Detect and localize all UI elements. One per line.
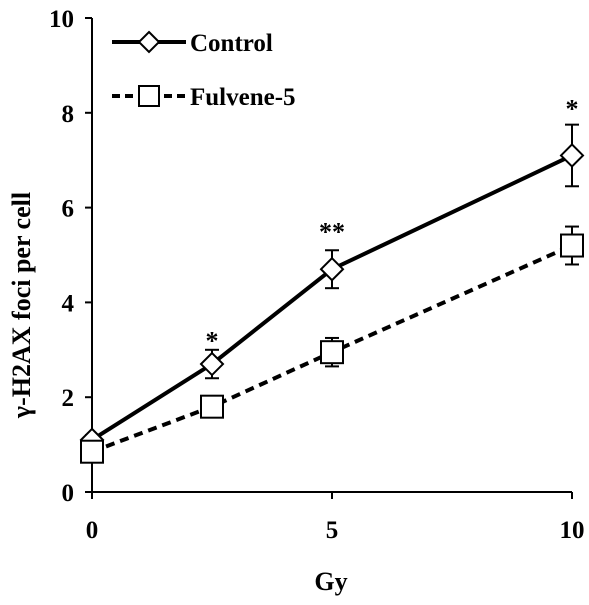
series-line-fulvene-5: [91, 243, 573, 454]
annotation-layer: ****: [206, 94, 579, 355]
data-point-fulvene-5: [560, 233, 584, 258]
legend-fulvene-label: Fulvene-5: [190, 84, 296, 111]
legend-control-label: Control: [190, 30, 273, 57]
data-point-fulvene-5: [320, 340, 344, 365]
legend-fulvene-square-icon: [138, 85, 160, 107]
significance-marker: *: [566, 94, 579, 123]
data-point-fulvene-5: [80, 439, 104, 464]
significance-marker: *: [206, 327, 219, 356]
x-tick-label: 5: [326, 517, 339, 544]
x-tick-label: 10: [560, 517, 585, 544]
x-axis-label: Gy: [314, 567, 347, 596]
data-point-control: [559, 143, 585, 168]
x-tick-label: 0: [86, 517, 99, 544]
data-point-fulvene-5: [200, 394, 224, 419]
y-tick-label: 8: [62, 101, 75, 128]
data-point-control: [199, 351, 225, 377]
y-tick-label: 4: [62, 290, 75, 317]
y-tick-label: 10: [49, 6, 74, 33]
y-axis-label: γ-H2AX foci per cell: [7, 192, 36, 419]
significance-marker: **: [319, 218, 345, 247]
y-tick-label: 6: [62, 196, 75, 223]
series-line-control: [90, 153, 573, 442]
legend-control-diamond-icon: [137, 30, 161, 54]
axis-ticks: 0 2 4 6 8 10 0 5 10: [49, 6, 585, 544]
y-tick-label: 0: [62, 480, 75, 507]
series-layer: [79, 123, 585, 464]
y-tick-label: 2: [62, 385, 75, 412]
data-point-control: [319, 256, 345, 282]
legend: Control Fulvene-5: [112, 30, 296, 111]
